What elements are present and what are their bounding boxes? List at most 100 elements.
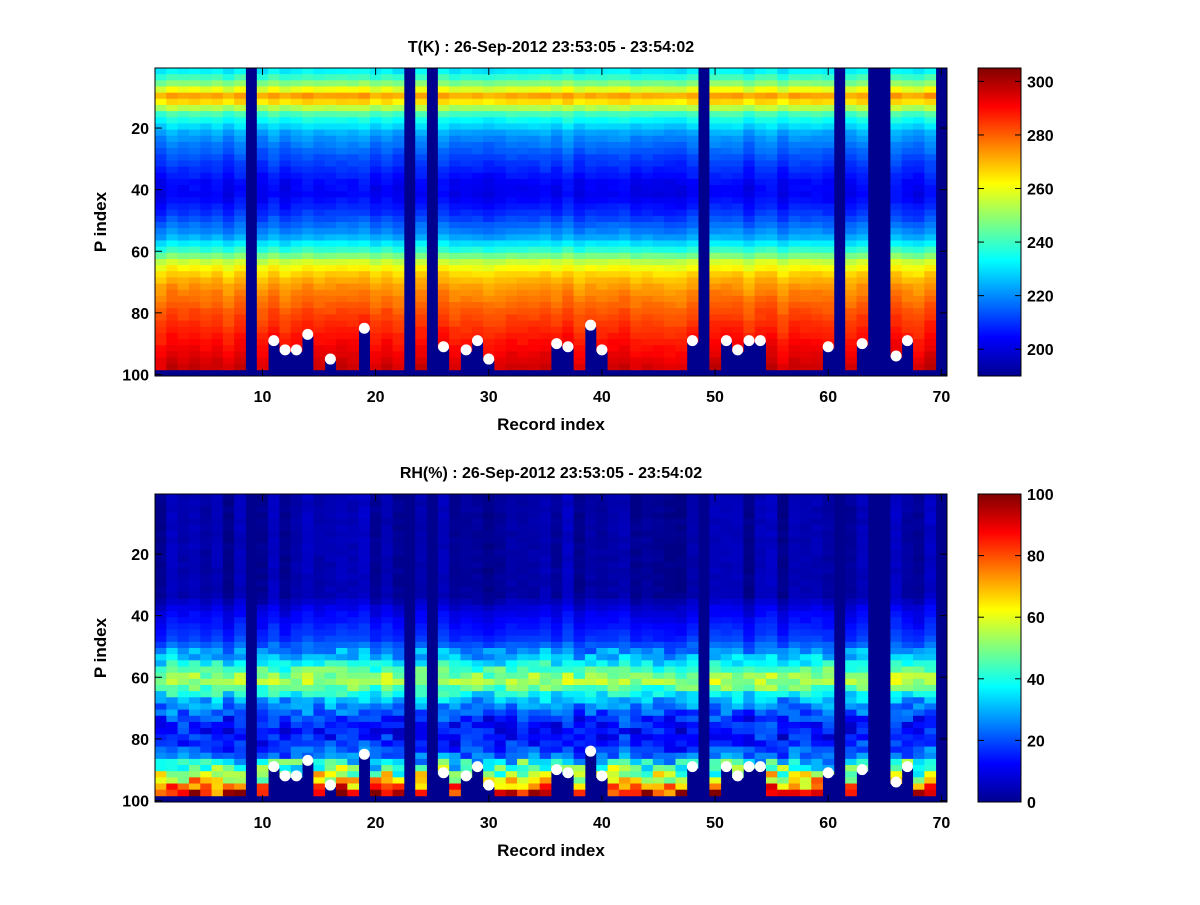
heatmap-cell [381,358,393,365]
heatmap-cell [664,197,676,204]
heatmap-cell [472,130,484,137]
heatmap-cell [438,173,450,180]
heatmap-cell [223,68,235,75]
heatmap-cell [155,247,167,254]
heatmap-cell [381,173,393,180]
heatmap-cell [166,666,178,673]
heatmap-cell [777,234,789,241]
heatmap-cell [325,167,337,174]
heatmap-cell [551,130,563,137]
heatmap-cell [257,525,269,532]
heatmap-cell [257,265,269,272]
heatmap-cell [755,277,767,284]
heatmap-cell [574,333,586,340]
heatmap-cell [902,302,914,309]
heatmap-column [336,68,348,370]
heatmap-cell [415,537,427,544]
heatmap-cell [223,321,235,328]
heatmap-cell [347,364,359,371]
heatmap-cell [585,537,597,544]
heatmap-cell [415,321,427,328]
heatmap-cell [619,204,631,211]
heatmap-cell [325,142,337,149]
heatmap-cell [528,556,540,563]
heatmap-cell [449,228,461,235]
heatmap-column [743,68,755,343]
heatmap-cell [562,568,574,575]
heatmap-cell [528,160,540,167]
heatmap-cell [608,697,620,704]
heatmap-cell [325,703,337,710]
heatmap-cell [506,358,518,365]
heatmap-cell [675,197,687,204]
heatmap-column [347,68,359,370]
heatmap-cell [336,784,348,791]
heatmap-cell [540,691,552,698]
heatmap-cell [506,240,518,247]
heatmap-cell [336,679,348,686]
heatmap-cell [856,277,868,284]
heatmap-cell [234,68,246,75]
heatmap-cell [494,191,506,198]
heatmap-cell [234,771,246,778]
heatmap-cell [155,549,167,556]
heatmap-cell [178,351,190,358]
heatmap-cell [766,259,778,266]
heatmap-cell [200,556,212,563]
surface-marker [721,335,732,346]
heatmap-cell [449,351,461,358]
heatmap-cell [811,167,823,174]
heatmap-cell [562,500,574,507]
heatmap-cell [540,185,552,192]
heatmap-cell [178,308,190,315]
heatmap-cell [732,284,744,291]
y-axis-label: P index [91,191,110,252]
heatmap-cell [415,790,427,797]
heatmap-cell [212,130,224,137]
heatmap-cell [800,99,812,106]
surface-marker [472,335,483,346]
heatmap-cell [460,136,472,143]
heatmap-cell [449,308,461,315]
heatmap-cell [596,197,608,204]
heatmap-cell [528,74,540,81]
heatmap-cell [336,296,348,303]
heatmap-cell [540,519,552,526]
heatmap-cell [540,154,552,161]
heatmap-cell [585,111,597,118]
heatmap-cell [381,722,393,729]
heatmap-cell [460,179,472,186]
heatmap-cell [755,130,767,137]
heatmap-cell [302,722,314,729]
heatmap-cell [653,130,665,137]
heatmap-cell [494,358,506,365]
surface-marker [291,344,302,355]
heatmap-cell [675,93,687,100]
heatmap-cell [721,142,733,149]
heatmap-cell [483,259,495,266]
heatmap-cell [494,123,506,130]
heatmap-cell [200,345,212,352]
heatmap-cell [313,500,325,507]
heatmap-cell [393,191,405,198]
heatmap-cell [370,759,382,766]
heatmap-cell [528,494,540,501]
heatmap-cell [777,339,789,346]
heatmap-cell [189,351,201,358]
heatmap-cell [336,271,348,278]
heatmap-cell [528,80,540,87]
heatmap-cell [630,222,642,229]
heatmap-cell [494,93,506,100]
heatmap-cell [223,660,235,667]
heatmap-cell [393,197,405,204]
heatmap-cell [483,130,495,137]
heatmap-cell [472,86,484,93]
heatmap-cell [845,253,857,260]
heatmap-cell [302,253,314,260]
heatmap-cell [642,259,654,266]
heatmap-cell [743,160,755,167]
heatmap-cell [619,234,631,241]
heatmap-cell [777,130,789,137]
heatmap-cell [268,716,280,723]
heatmap-cell [608,691,620,698]
